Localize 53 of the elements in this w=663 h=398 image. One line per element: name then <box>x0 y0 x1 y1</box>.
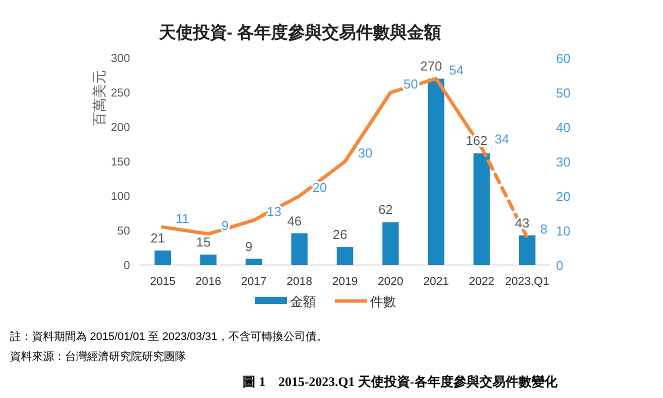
x-tick-label: 2020 <box>378 276 404 288</box>
y-tick-label: 200 <box>110 122 130 134</box>
caption: 圖 1 2015-2023.Q1 天使投資-各年度參與交易件數變化 <box>242 374 558 389</box>
data-label: 54 <box>449 62 464 78</box>
text: 註：資料期間為 2015/01/01 至 2023/03/31，不含可轉換公司債。 <box>10 330 328 343</box>
x-tick-label: 2021 <box>423 276 449 288</box>
y-tick-label: 50 <box>117 226 130 238</box>
y-tick-label: 100 <box>110 191 130 203</box>
bar <box>428 78 444 265</box>
data-label: 11 <box>176 211 190 226</box>
y2-tick-label: 40 <box>556 120 570 135</box>
y-tick-label: 250 <box>110 88 130 100</box>
bar <box>382 222 399 265</box>
y2-tick-label: 10 <box>556 224 570 238</box>
data-label: 8 <box>540 221 548 236</box>
y2-tick-label: 50 <box>556 86 570 100</box>
data-label: 43 <box>514 215 530 230</box>
chart-title: 天使投資- 各年度參與交易件數與金額 <box>158 23 442 42</box>
data-label: 62 <box>378 202 393 218</box>
bar <box>154 250 171 265</box>
data-label: 20 <box>312 180 327 195</box>
x-tick-label: 2015 <box>150 276 176 288</box>
y2-tick-label: 20 <box>556 189 570 204</box>
y-tick-label: 150 <box>110 156 130 168</box>
bar <box>291 233 308 265</box>
x-tick-label: 2017 <box>241 276 267 288</box>
x-tick-label: 2022 <box>468 276 494 288</box>
y2-tick-label: 60 <box>556 51 570 66</box>
y-axis-title: 百萬美元 <box>91 70 107 126</box>
x-tick-label: 2023.Q1 <box>505 276 550 288</box>
data-label: 270 <box>420 58 442 74</box>
y2-tick-label: 0 <box>556 258 564 273</box>
data-label: 46 <box>287 213 302 228</box>
source-note: 資料來源：台灣經濟研究院研究團隊 <box>10 350 186 363</box>
data-label: 34 <box>494 132 510 147</box>
x-tick-label: 2016 <box>196 276 222 288</box>
x-tick-label: 2019 <box>332 276 358 288</box>
data-label: 26 <box>332 227 348 242</box>
bar <box>519 235 536 265</box>
legend-label: 金額 <box>290 294 316 309</box>
data-label: 15 <box>196 234 211 250</box>
y-tick-label: 300 <box>110 53 130 65</box>
bar <box>336 247 354 265</box>
bar <box>246 258 262 265</box>
y-tick-label: 0 <box>124 260 130 272</box>
bar <box>200 254 217 265</box>
data-label: 21 <box>150 230 166 246</box>
data-label: 9 <box>245 238 253 254</box>
bar <box>473 153 490 265</box>
y2-tick-label: 30 <box>556 154 570 170</box>
data-label: 30 <box>358 146 372 160</box>
legend-label: 件數 <box>370 294 396 309</box>
x-tick-label: 2018 <box>286 276 312 288</box>
